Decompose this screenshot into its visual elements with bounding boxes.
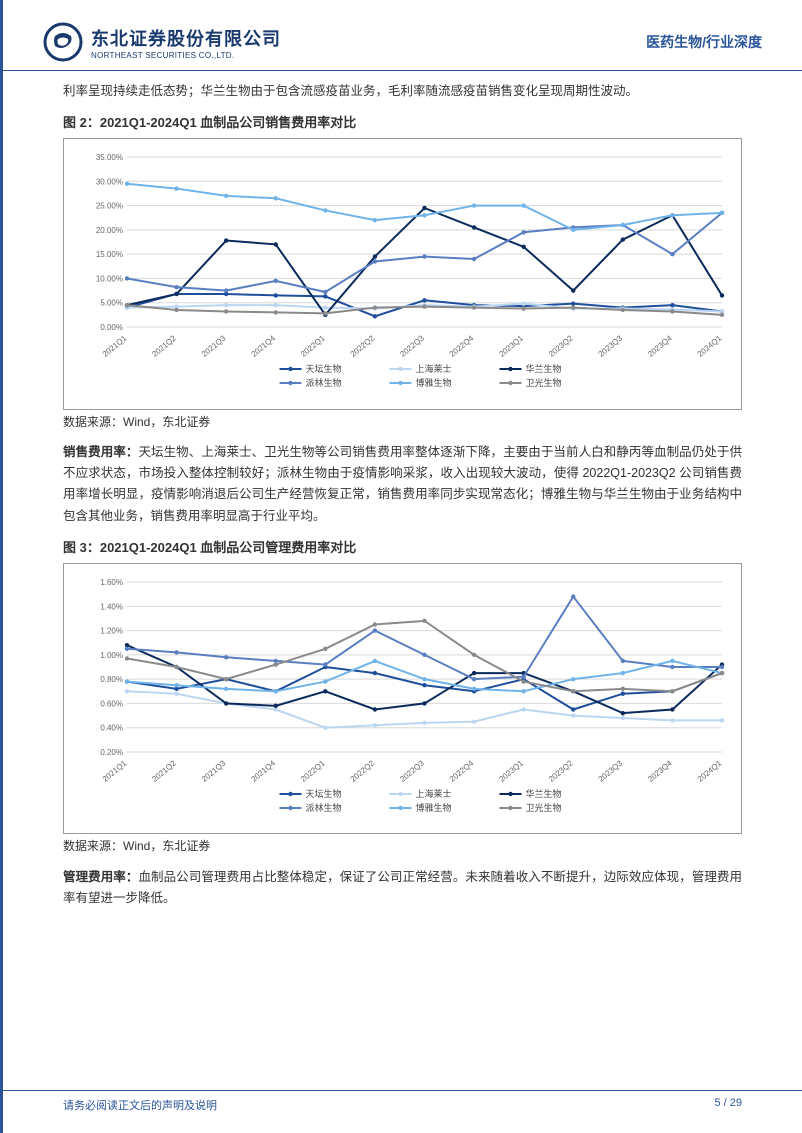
svg-text:2023Q4: 2023Q4	[646, 334, 674, 360]
svg-text:2023Q3: 2023Q3	[597, 334, 625, 360]
svg-text:天坛生物: 天坛生物	[306, 788, 342, 799]
svg-text:2022Q4: 2022Q4	[448, 758, 476, 784]
svg-text:0.80%: 0.80%	[100, 675, 123, 684]
svg-text:0.40%: 0.40%	[100, 724, 123, 733]
mgmt-expense-text: 血制品公司管理费用占比整体稳定，保证了公司正常经营。未来随着收入不断提升，边际效…	[63, 870, 742, 905]
svg-text:天坛生物: 天坛生物	[306, 363, 342, 374]
figure-3-source: 数据来源：Wind，东北证券	[63, 836, 742, 856]
svg-text:2021Q4: 2021Q4	[249, 758, 277, 784]
mgmt-expense-chart-svg: 0.20% 0.40% 0.60% 0.80% 1.00% 1.20% 1.40% 1.60%…	[72, 572, 732, 822]
svg-text:2023Q4: 2023Q4	[646, 758, 674, 784]
figure-2-source: 数据来源：Wind，东北证券	[63, 412, 742, 432]
svg-text:2022Q2: 2022Q2	[349, 758, 377, 784]
svg-text:2021Q3: 2021Q3	[200, 334, 228, 360]
svg-text:2022Q3: 2022Q3	[398, 758, 426, 784]
mgmt-expense-paragraph: 管理费用率：血制品公司管理费用占比整体稳定，保证了公司正常经营。未来随着收入不断…	[63, 867, 742, 910]
svg-text:1.40%: 1.40%	[100, 602, 123, 611]
page-header: 东北证券股份有限公司 NORTHEAST SECURITIES CO.,LTD.…	[3, 0, 802, 71]
svg-text:2021Q1: 2021Q1	[101, 758, 129, 784]
svg-text:30.00%: 30.00%	[96, 178, 123, 187]
page-content: 利率呈现持续走低态势；华兰生物由于包含流感疫苗业务，毛利率随流感疫苗销售变化呈现…	[3, 81, 802, 909]
footer-disclaimer: 请务必阅读正文后的声明及说明	[63, 1097, 217, 1113]
svg-text:2024Q1: 2024Q1	[696, 334, 724, 360]
svg-text:派林生物: 派林生物	[306, 802, 342, 813]
sales-expense-paragraph: 销售费用率：天坛生物、上海莱士、卫光生物等公司销售费用率整体逐渐下降，主要由于当…	[63, 442, 742, 527]
figure-3-chart: 0.20% 0.40% 0.60% 0.80% 1.00% 1.20% 1.40% 1.60%…	[63, 563, 742, 834]
svg-text:0.60%: 0.60%	[100, 700, 123, 709]
svg-text:2021Q2: 2021Q2	[150, 758, 178, 784]
svg-text:2022Q4: 2022Q4	[448, 334, 476, 360]
svg-text:2023Q1: 2023Q1	[497, 334, 525, 360]
svg-text:2024Q1: 2024Q1	[696, 758, 724, 784]
svg-text:0.00%: 0.00%	[100, 323, 123, 332]
sales-expense-text: 天坛生物、上海莱士、卫光生物等公司销售费用率整体逐渐下降，主要由于当前人白和静丙…	[63, 445, 742, 523]
svg-text:2022Q1: 2022Q1	[299, 334, 327, 360]
intro-paragraph: 利率呈现持续走低态势；华兰生物由于包含流感疫苗业务，毛利率随流感疫苗销售变化呈现…	[63, 81, 742, 102]
svg-text:2021Q2: 2021Q2	[150, 334, 178, 360]
svg-text:2022Q1: 2022Q1	[299, 758, 327, 784]
company-name-en: NORTHEAST SECURITIES CO.,LTD.	[91, 51, 281, 60]
svg-text:35.00%: 35.00%	[96, 153, 123, 162]
svg-text:1.20%: 1.20%	[100, 627, 123, 636]
page-footer: 请务必阅读正文后的声明及说明 5 / 29	[3, 1090, 802, 1113]
svg-text:25.00%: 25.00%	[96, 202, 123, 211]
svg-text:博雅生物: 博雅生物	[416, 802, 452, 813]
figure-2-title: 图 2：2021Q1-2024Q1 血制品公司销售费用率对比	[63, 112, 742, 134]
svg-text:5.00%: 5.00%	[100, 299, 123, 308]
svg-text:2023Q1: 2023Q1	[497, 758, 525, 784]
footer-page-number: 5 / 29	[714, 1097, 742, 1113]
svg-text:卫光生物: 卫光生物	[526, 802, 562, 813]
figure-2-chart: 0.00% 5.00% 10.00% 15.00% 20.00% 25.00% 30.00%…	[63, 138, 742, 409]
svg-text:2023Q2: 2023Q2	[547, 334, 575, 360]
mgmt-expense-label: 管理费用率：	[63, 870, 138, 884]
svg-text:1.00%: 1.00%	[100, 651, 123, 660]
svg-text:1.60%: 1.60%	[100, 578, 123, 587]
svg-text:2022Q2: 2022Q2	[349, 334, 377, 360]
company-logo-icon	[43, 22, 83, 62]
svg-text:2021Q3: 2021Q3	[200, 758, 228, 784]
svg-text:0.20%: 0.20%	[100, 748, 123, 757]
svg-text:15.00%: 15.00%	[96, 250, 123, 259]
svg-text:博雅生物: 博雅生物	[416, 377, 452, 388]
svg-text:20.00%: 20.00%	[96, 226, 123, 235]
svg-text:华兰生物: 华兰生物	[526, 363, 562, 374]
svg-text:派林生物: 派林生物	[306, 377, 342, 388]
figure-3-title: 图 3：2021Q1-2024Q1 血制品公司管理费用率对比	[63, 537, 742, 559]
svg-text:2022Q3: 2022Q3	[398, 334, 426, 360]
svg-text:上海莱士: 上海莱士	[416, 363, 452, 374]
svg-text:2021Q1: 2021Q1	[101, 334, 129, 360]
svg-text:华兰生物: 华兰生物	[526, 788, 562, 799]
document-category: 医药生物/行业深度	[646, 32, 762, 52]
sales-expense-label: 销售费用率：	[63, 445, 138, 459]
svg-text:2023Q2: 2023Q2	[547, 758, 575, 784]
svg-text:2021Q4: 2021Q4	[249, 334, 277, 360]
svg-text:卫光生物: 卫光生物	[526, 377, 562, 388]
svg-text:上海莱士: 上海莱士	[416, 788, 452, 799]
company-logo-block: 东北证券股份有限公司 NORTHEAST SECURITIES CO.,LTD.	[43, 22, 281, 62]
sales-expense-chart-svg: 0.00% 5.00% 10.00% 15.00% 20.00% 25.00% 30.00%…	[72, 147, 732, 397]
svg-text:2023Q3: 2023Q3	[597, 758, 625, 784]
company-name-cn: 东北证券股份有限公司	[91, 25, 281, 51]
svg-text:10.00%: 10.00%	[96, 275, 123, 284]
